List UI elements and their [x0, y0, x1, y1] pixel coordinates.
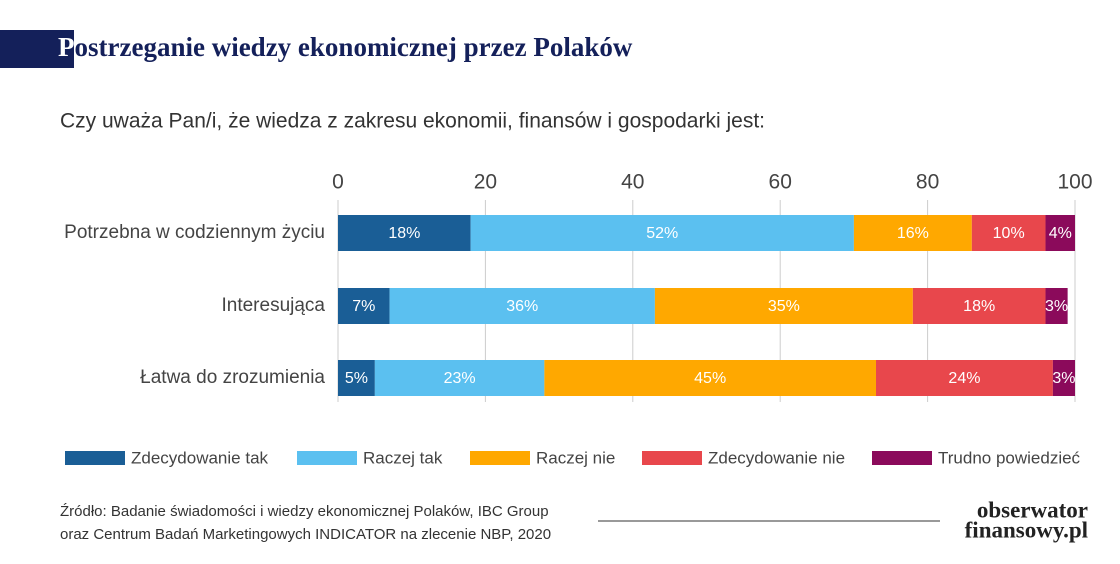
- legend-swatch: [470, 451, 530, 465]
- legend-label: Trudno powiedzieć: [938, 448, 1081, 467]
- value-label: 45%: [694, 370, 726, 387]
- value-label: 23%: [444, 370, 476, 387]
- value-label: 4%: [1049, 225, 1072, 242]
- title-block: [0, 30, 74, 68]
- value-label: 16%: [897, 225, 929, 242]
- value-label: 36%: [506, 298, 538, 315]
- bar-segment: [338, 360, 375, 396]
- legend-label: Raczej nie: [536, 448, 615, 467]
- logo: obserwator: [977, 497, 1088, 522]
- bar-segment: [338, 288, 390, 324]
- bar-segment: [876, 360, 1053, 396]
- x-tick-label: 100: [1057, 171, 1092, 194]
- legend-swatch: [65, 451, 125, 465]
- legend-swatch: [642, 451, 702, 465]
- value-label: 18%: [963, 298, 995, 315]
- value-label: 7%: [352, 298, 375, 315]
- bar-segment: [654, 288, 913, 324]
- bar-segment: [1052, 360, 1075, 396]
- y-tick-label: Łatwa do zrozumienia: [140, 367, 325, 388]
- bar-segment: [338, 215, 471, 251]
- x-tick-label: 60: [769, 171, 792, 194]
- y-tick-label: Interesująca: [221, 295, 325, 316]
- legend-label: Raczej tak: [363, 448, 443, 467]
- value-label: 3%: [1045, 298, 1068, 315]
- bar-segment: [374, 360, 545, 396]
- logo: finansowy.pl: [965, 517, 1088, 542]
- bar-segment: [1045, 215, 1075, 251]
- chart-subtitle: Czy uważa Pan/i, że wiedza z zakresu eko…: [60, 110, 765, 133]
- value-label: 5%: [345, 370, 368, 387]
- value-label: 3%: [1052, 370, 1075, 387]
- source: oraz Centrum Badań Marketingowych INDICA…: [60, 526, 551, 543]
- value-label: 24%: [948, 370, 980, 387]
- bar-segment: [470, 215, 854, 251]
- legend-swatch: [872, 451, 932, 465]
- value-label: 18%: [388, 225, 420, 242]
- bar-segment: [544, 360, 877, 396]
- bar-segment: [912, 288, 1046, 324]
- x-tick-label: 80: [916, 171, 939, 194]
- chart-title: Postrzeganie wiedzy ekonomicznej przez P…: [58, 32, 633, 62]
- x-tick-label: 0: [332, 171, 344, 194]
- legend-label: Zdecydowanie nie: [708, 448, 845, 467]
- x-tick-label: 40: [621, 171, 644, 194]
- legend-swatch: [297, 451, 357, 465]
- legend-label: Zdecydowanie tak: [131, 448, 269, 467]
- y-tick-label: Potrzebna w codziennym życiu: [64, 222, 325, 243]
- value-label: 52%: [646, 225, 678, 242]
- bar-segment: [853, 215, 972, 251]
- source: Źródło: Badanie świadomości i wiedzy eko…: [60, 503, 549, 520]
- x-tick-label: 20: [474, 171, 497, 194]
- bar-segment: [1045, 288, 1068, 324]
- bar-segment: [971, 215, 1046, 251]
- value-label: 10%: [993, 225, 1025, 242]
- chart-title-overlay: Postrzeganie wiedzy ekonomicznej przez P…: [58, 32, 633, 62]
- value-label: 35%: [768, 298, 800, 315]
- bar-segment: [389, 288, 655, 324]
